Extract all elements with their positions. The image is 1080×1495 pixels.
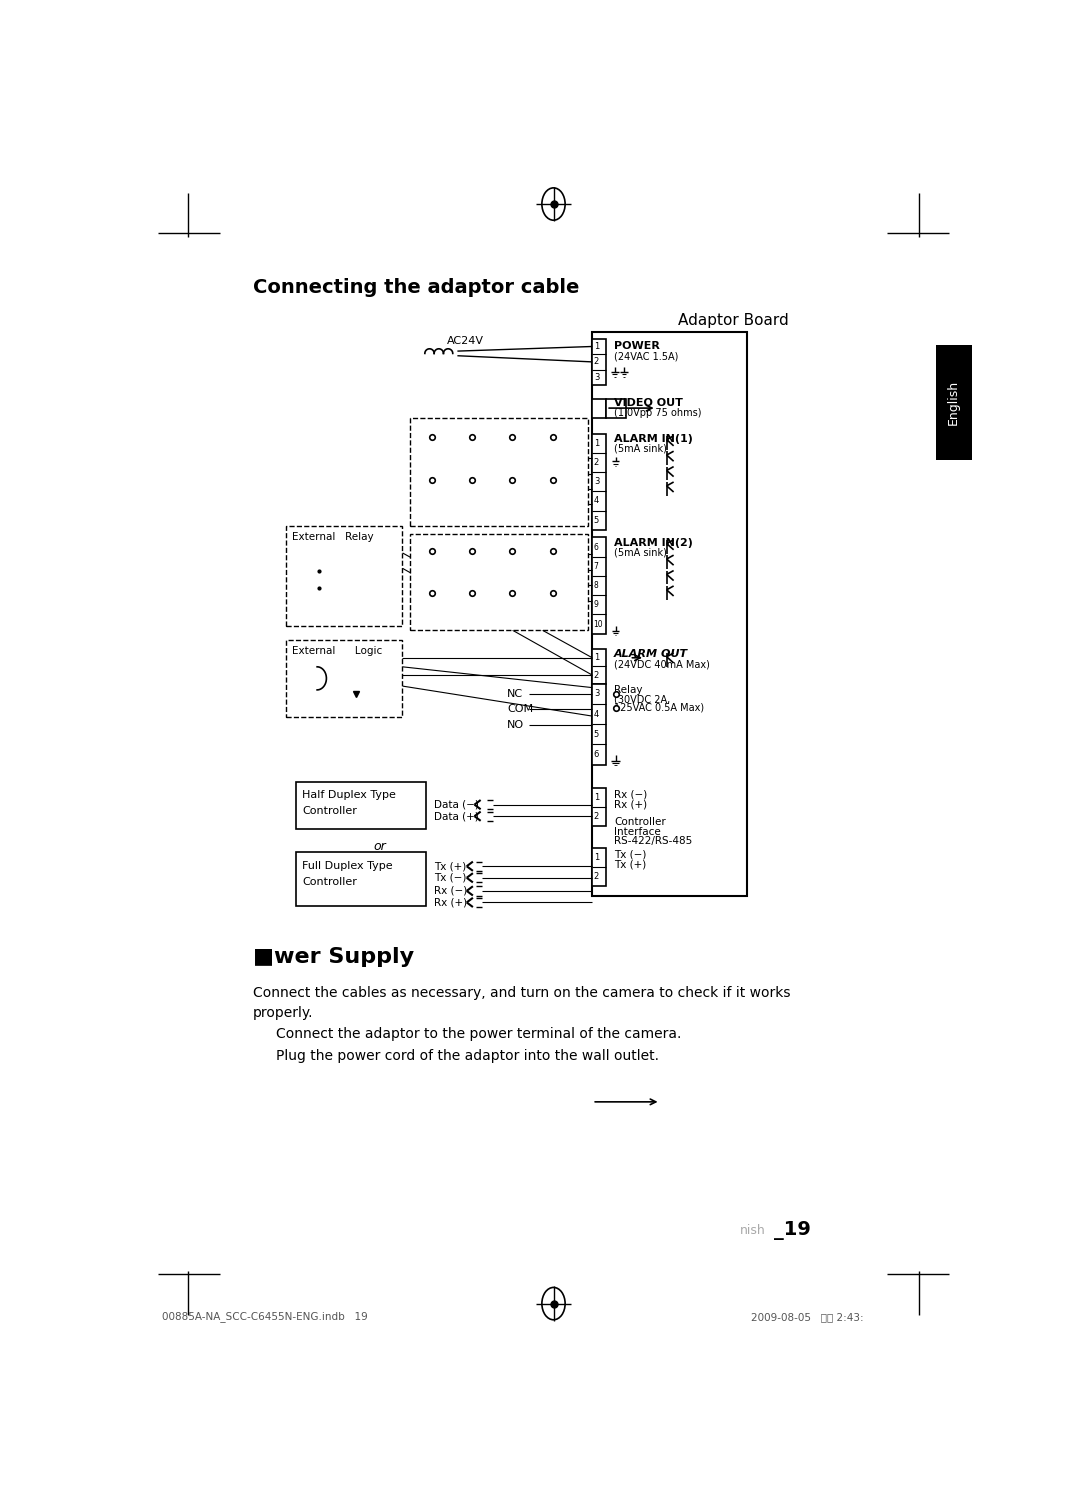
- Text: COM: COM: [507, 704, 534, 715]
- Text: Half Duplex Type: Half Duplex Type: [302, 791, 396, 800]
- Bar: [286, 640, 403, 718]
- Text: 10: 10: [593, 619, 603, 628]
- Text: Data (+): Data (+): [434, 812, 478, 821]
- Bar: [935, 345, 972, 460]
- Text: (5mA sink): (5mA sink): [613, 547, 666, 558]
- Bar: [592, 332, 747, 896]
- Text: properly.: properly.: [253, 1006, 313, 1020]
- Text: 1: 1: [594, 792, 599, 801]
- Text: Rx (+): Rx (+): [613, 800, 647, 810]
- Text: NC: NC: [507, 689, 523, 698]
- Text: Controller: Controller: [302, 806, 357, 816]
- Text: 2: 2: [594, 872, 599, 881]
- Bar: [592, 683, 606, 764]
- Text: Full Duplex Type: Full Duplex Type: [302, 861, 393, 872]
- Text: External   Relay: External Relay: [293, 532, 374, 541]
- Text: 4: 4: [594, 710, 599, 719]
- Text: ALARM OUT: ALARM OUT: [613, 649, 688, 659]
- Text: ALARM IN(1): ALARM IN(1): [613, 434, 693, 444]
- Text: Tx (+): Tx (+): [613, 860, 646, 870]
- Text: 3: 3: [594, 372, 599, 381]
- Text: Connect the cables as necessary, and turn on the camera to check if it works: Connect the cables as necessary, and tur…: [253, 987, 791, 1000]
- Text: 2: 2: [594, 457, 599, 466]
- Bar: [410, 534, 589, 629]
- Text: Connecting the adaptor cable: Connecting the adaptor cable: [253, 278, 579, 296]
- Text: ALARM IN(2): ALARM IN(2): [613, 538, 693, 547]
- Bar: [592, 848, 606, 887]
- Text: Rx (−): Rx (−): [434, 887, 468, 896]
- Text: 2: 2: [594, 812, 599, 821]
- Text: English: English: [947, 380, 960, 425]
- Text: Rx (+): Rx (+): [434, 897, 468, 907]
- Text: Data (−): Data (−): [434, 800, 480, 810]
- Text: _19: _19: [774, 1221, 811, 1239]
- Text: 3: 3: [594, 477, 599, 486]
- Text: NO: NO: [507, 719, 524, 730]
- Ellipse shape: [542, 1287, 565, 1320]
- Text: AC24V: AC24V: [446, 336, 484, 347]
- Text: VIDEO OUT: VIDEO OUT: [613, 399, 683, 408]
- Text: Plug the power cord of the adaptor into the wall outlet.: Plug the power cord of the adaptor into …: [276, 1048, 659, 1063]
- Text: ■wer Supply: ■wer Supply: [253, 948, 414, 967]
- Text: (1.0Vpp 75 ohms): (1.0Vpp 75 ohms): [613, 408, 701, 419]
- Text: 8: 8: [593, 582, 597, 591]
- Bar: [410, 419, 589, 526]
- Bar: [592, 434, 606, 529]
- Text: 6: 6: [594, 750, 599, 759]
- Text: Adaptor Board: Adaptor Board: [677, 312, 788, 327]
- Bar: [296, 852, 427, 906]
- Text: 125VAC 0.5A Max): 125VAC 0.5A Max): [613, 703, 704, 713]
- Text: Tx (−): Tx (−): [434, 873, 467, 882]
- Text: 5: 5: [594, 516, 599, 525]
- Text: POWER: POWER: [613, 341, 660, 351]
- Bar: [592, 788, 606, 827]
- Text: 2009-08-05   오후 2:43:: 2009-08-05 오후 2:43:: [751, 1311, 864, 1322]
- Text: 1: 1: [594, 653, 599, 662]
- Text: RS-422/RS-485: RS-422/RS-485: [613, 836, 692, 846]
- Bar: [592, 649, 606, 683]
- Text: Interface: Interface: [613, 827, 661, 837]
- Text: (5mA sink): (5mA sink): [613, 444, 666, 454]
- Text: Controller: Controller: [613, 818, 665, 827]
- Text: 1: 1: [594, 342, 599, 351]
- Ellipse shape: [542, 188, 565, 220]
- Text: or: or: [373, 840, 386, 852]
- Bar: [592, 399, 606, 419]
- Text: External      Logic: External Logic: [293, 646, 382, 656]
- Bar: [286, 526, 403, 626]
- Text: Connect the adaptor to the power terminal of the camera.: Connect the adaptor to the power termina…: [276, 1027, 681, 1041]
- Text: (24VAC 1.5A): (24VAC 1.5A): [613, 351, 678, 362]
- Bar: [329, 573, 351, 588]
- Text: Relay: Relay: [613, 685, 643, 695]
- Text: 1: 1: [594, 438, 599, 447]
- Text: (24VDC 40mA Max): (24VDC 40mA Max): [613, 659, 710, 670]
- Text: 00885A-NA_SCC-C6455N-ENG.indb   19: 00885A-NA_SCC-C6455N-ENG.indb 19: [162, 1311, 368, 1322]
- Text: 3: 3: [594, 689, 599, 698]
- Text: 1: 1: [594, 852, 599, 863]
- Text: (30VDC 2A,: (30VDC 2A,: [613, 694, 671, 704]
- Text: 4: 4: [594, 496, 599, 505]
- Bar: [296, 782, 427, 830]
- Bar: [592, 537, 606, 634]
- Text: Tx (+): Tx (+): [434, 861, 467, 872]
- Text: nish: nish: [740, 1224, 766, 1236]
- Bar: [606, 399, 625, 419]
- Text: 2: 2: [594, 357, 599, 366]
- Text: 5: 5: [594, 730, 599, 739]
- Bar: [592, 339, 606, 386]
- Text: Controller: Controller: [302, 876, 357, 887]
- Text: Rx (−): Rx (−): [613, 789, 647, 800]
- Text: Tx (−): Tx (−): [613, 849, 646, 860]
- Text: 6: 6: [593, 543, 598, 552]
- Text: 7: 7: [593, 562, 598, 571]
- Text: 9: 9: [593, 601, 598, 610]
- Text: 2: 2: [594, 671, 599, 680]
